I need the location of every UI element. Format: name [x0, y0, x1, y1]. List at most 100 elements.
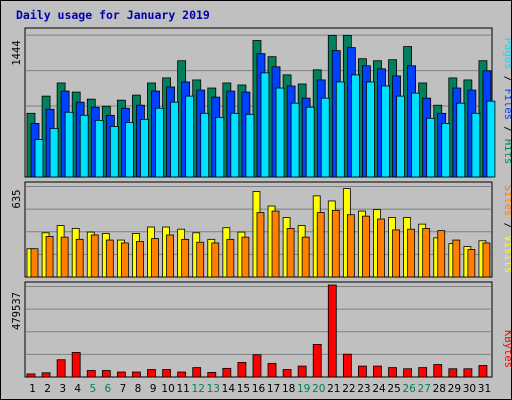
side-legend-kbytes: KBytes	[502, 330, 511, 368]
x-tick-label-day-14: 14	[222, 383, 236, 395]
bar-kbytes-day-2	[41, 372, 51, 378]
bar-kbytes-day-6	[101, 370, 111, 378]
side-legend-files: Files	[502, 88, 511, 120]
bar-pages-day-31	[486, 100, 496, 178]
bar-pages-day-29	[456, 102, 466, 178]
bar-sites-day-7	[120, 242, 129, 278]
bar-kbytes-day-18	[282, 369, 292, 378]
bar-sites-day-4	[75, 238, 84, 278]
bar-kbytes-day-30	[463, 368, 473, 378]
chart-title: Daily usage for January 2019	[16, 8, 210, 22]
bar-kbytes-day-3	[56, 359, 66, 378]
bar-pages-day-2	[49, 128, 59, 178]
bar-sites-day-30	[467, 249, 476, 278]
y-max-label-kbytes: 479537	[11, 292, 23, 330]
bar-pages-day-1	[34, 139, 44, 178]
x-tick-label-day-17: 17	[267, 383, 280, 395]
x-tick-label-day-6: 6	[105, 383, 112, 395]
x-tick-label-day-19: 19	[297, 383, 310, 395]
x-tick-label-day-10: 10	[161, 383, 174, 395]
side-legend-visits: Visits	[502, 235, 511, 273]
bar-sites-day-18	[286, 228, 295, 278]
y-max-label-visits-sites: 635	[11, 190, 23, 209]
bar-sites-day-5	[90, 234, 99, 278]
x-tick-label-day-28: 28	[433, 383, 446, 395]
x-tick-label-day-30: 30	[463, 383, 476, 395]
bar-kbytes-day-1	[26, 373, 36, 378]
x-tick-label-day-15: 15	[237, 383, 250, 395]
bar-sites-day-8	[136, 241, 144, 278]
bar-kbytes-day-10	[162, 369, 171, 378]
bar-kbytes-day-27	[418, 367, 428, 378]
bar-sites-day-20	[316, 212, 325, 278]
bar-kbytes-day-4	[71, 352, 81, 378]
side-legend-visits-sites: Sites / Visits	[502, 185, 511, 274]
bar-pages-day-27	[426, 117, 436, 178]
x-tick-label-day-21: 21	[327, 383, 340, 395]
bar-sites-day-15	[241, 236, 250, 278]
x-tick-label-day-27: 27	[418, 383, 431, 395]
x-tick-label-day-2: 2	[44, 383, 51, 395]
bar-pages-day-6	[109, 126, 119, 178]
bar-sites-day-12	[196, 241, 205, 278]
bar-pages-day-10	[170, 101, 179, 178]
bar-kbytes-day-14	[222, 367, 232, 378]
bar-kbytes-day-7	[116, 371, 126, 378]
bar-kbytes-day-8	[132, 371, 141, 378]
x-tick-label-day-8: 8	[135, 383, 142, 395]
x-tick-label-day-13: 13	[207, 383, 220, 395]
bar-sites-day-25	[392, 229, 400, 278]
x-tick-label-day-4: 4	[74, 383, 81, 395]
bar-sites-day-6	[105, 239, 114, 278]
x-tick-label-day-23: 23	[357, 383, 370, 395]
bar-kbytes-day-19	[297, 365, 307, 378]
bar-pages-day-3	[64, 111, 74, 178]
bar-sites-day-17	[271, 210, 280, 278]
side-legend-pages: Pages	[502, 38, 511, 70]
x-tick-label-day-25: 25	[387, 383, 400, 395]
bar-kbytes-day-11	[177, 371, 187, 378]
bar-pages-day-28	[441, 123, 451, 178]
x-tick-label-day-22: 22	[342, 383, 355, 395]
bar-kbytes-day-16	[252, 354, 262, 378]
bar-sites-day-22	[346, 214, 355, 278]
x-tick-label-day-11: 11	[176, 383, 189, 395]
bar-pages-day-8	[140, 118, 149, 178]
bar-kbytes-day-12	[192, 367, 202, 378]
bar-kbytes-day-5	[86, 370, 96, 378]
bar-pages-day-14	[230, 112, 240, 178]
x-tick-label-day-3: 3	[59, 383, 66, 395]
side-legend-kbytes: KBytes	[502, 330, 511, 368]
bar-sites-day-31	[482, 242, 491, 278]
bar-sites-day-13	[211, 242, 220, 278]
bar-kbytes-day-24	[373, 365, 382, 378]
bar-sites-day-14	[226, 238, 235, 278]
bar-kbytes-day-29	[448, 368, 458, 378]
x-tick-label-day-31: 31	[478, 383, 491, 395]
bar-pages-day-18	[290, 102, 300, 178]
bar-kbytes-day-13	[207, 371, 217, 378]
side-legend-sites: Sites	[502, 185, 511, 217]
bar-kbytes-day-28	[433, 364, 443, 378]
x-tick-label-day-24: 24	[372, 383, 386, 395]
side-legend-hits: Hits	[502, 139, 511, 164]
bar-pages-day-16	[260, 72, 270, 178]
bar-pages-day-15	[245, 113, 255, 178]
bar-sites-day-16	[256, 212, 265, 278]
bar-sites-day-11	[181, 238, 190, 278]
x-tick-label-day-7: 7	[120, 383, 127, 395]
bar-pages-day-23	[366, 81, 375, 178]
bar-pages-day-11	[185, 95, 195, 178]
x-tick-label-day-12: 12	[192, 383, 205, 395]
bar-sites-day-29	[452, 239, 461, 278]
bar-pages-day-24	[381, 85, 390, 178]
bar-kbytes-day-20	[312, 343, 322, 378]
bar-pages-day-17	[275, 87, 285, 178]
bar-kbytes-day-17	[267, 362, 277, 378]
bar-pages-day-5	[94, 119, 104, 178]
bar-kbytes-day-15	[237, 362, 247, 378]
bar-pages-day-21	[335, 81, 345, 178]
bar-pages-day-22	[350, 74, 360, 178]
